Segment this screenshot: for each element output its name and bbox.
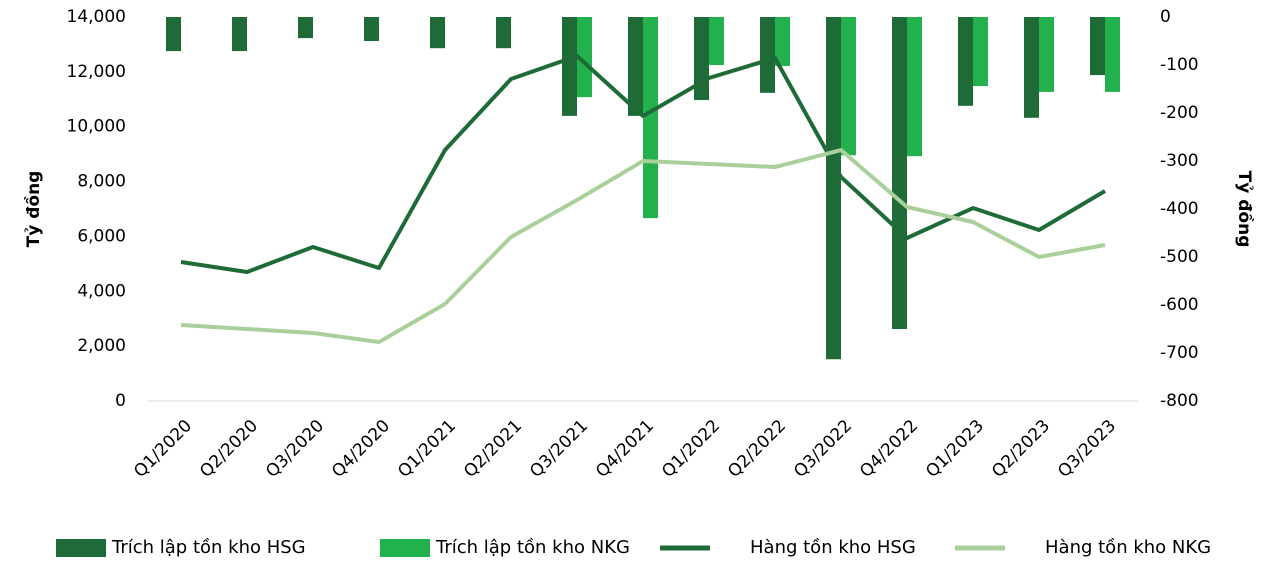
y2-axis-title: Tỷ đồng: [1234, 171, 1255, 248]
y-axis-title: Tỷ đồng: [23, 171, 44, 248]
x-tick-label: Q2/2023: [988, 416, 1054, 482]
x-tick-label: Q1/2020: [130, 416, 196, 482]
bar: [760, 17, 775, 93]
legend-swatch: [380, 539, 430, 557]
bar: [973, 17, 988, 87]
bar: [562, 17, 577, 116]
y-tick-label: 10,000: [67, 117, 126, 137]
y-tick-label: 6,000: [77, 226, 126, 246]
x-tick-label: Q3/2022: [790, 416, 856, 482]
x-tick-label: Q4/2021: [592, 416, 658, 482]
legend-label: Hàng tồn kho NKG: [1045, 537, 1211, 558]
bar: [1024, 17, 1039, 118]
x-tick-label: Q2/2020: [196, 416, 262, 482]
bar: [628, 17, 643, 116]
line: [180, 148, 1106, 345]
y2-tick-label: -100: [1160, 55, 1199, 75]
bar: [775, 17, 790, 66]
y2-tick-label: -500: [1160, 247, 1199, 267]
bar: [826, 17, 841, 360]
bar: [232, 17, 247, 52]
x-tick-label: Q2/2022: [724, 416, 790, 482]
y-tick-label: 0: [115, 391, 126, 411]
x-tick-label: Q1/2023: [922, 416, 988, 482]
x-tick-label: Q3/2021: [526, 416, 592, 482]
bar: [1090, 17, 1105, 76]
bar: [1105, 17, 1120, 92]
legend-label: Trích lập tồn kho NKG: [435, 537, 630, 558]
y-tick-label: 14,000: [67, 7, 126, 27]
bar: [496, 17, 511, 49]
x-tick-label: Q3/2023: [1054, 416, 1120, 482]
y2-tick-label: -300: [1160, 151, 1199, 171]
y2-tick-label: -700: [1160, 343, 1199, 363]
x-tick-label: Q4/2020: [328, 416, 394, 482]
legend-swatch: [56, 539, 106, 557]
y2-tick-label: -400: [1160, 199, 1199, 219]
y2-tick-label: -600: [1160, 295, 1199, 315]
x-tick-label: Q3/2020: [262, 416, 328, 482]
y-tick-label: 12,000: [67, 62, 126, 82]
bar: [841, 17, 856, 156]
bar: [430, 17, 445, 49]
bar: [958, 17, 973, 106]
y-tick-label: 4,000: [77, 281, 126, 301]
x-tick-label: Q4/2022: [856, 416, 922, 482]
y-tick-label: 2,000: [77, 336, 126, 356]
bar: [298, 17, 313, 39]
bar: [1039, 17, 1054, 92]
bar: [643, 17, 658, 219]
x-tick-label: Q1/2022: [658, 416, 724, 482]
bar: [709, 17, 724, 65]
legend-label: Hàng tồn kho HSG: [750, 537, 916, 558]
legend-label: Trích lập tồn kho HSG: [111, 537, 306, 558]
bar: [907, 17, 922, 157]
bar: [166, 17, 181, 52]
bar: [892, 17, 907, 329]
bar: [577, 17, 592, 98]
y-tick-label: 8,000: [77, 172, 126, 192]
bar: [364, 17, 379, 41]
y2-tick-label: -200: [1160, 103, 1199, 123]
y2-tick-label: -800: [1160, 391, 1199, 411]
y2-tick-label: 0: [1160, 7, 1171, 27]
x-tick-label: Q1/2021: [394, 416, 460, 482]
x-tick-label: Q2/2021: [460, 416, 526, 482]
